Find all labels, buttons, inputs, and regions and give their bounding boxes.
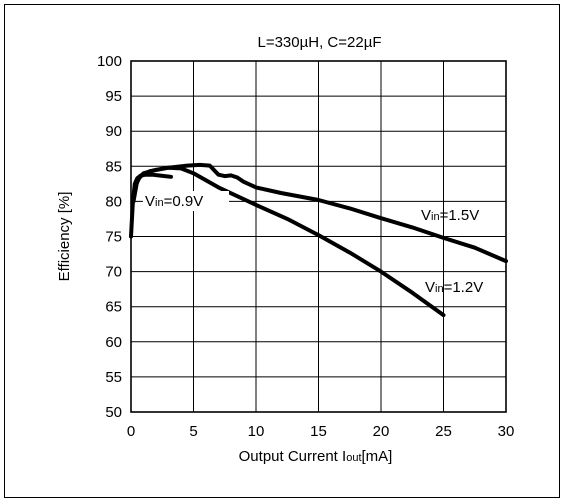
chart-title: L=330µH, C=22µF — [257, 34, 381, 51]
x-tick-label: 0 — [127, 423, 135, 440]
series-label-0: Vin=0.9V — [143, 191, 229, 211]
series-labels: Vin=0.9V Vin=1.2V Vin=1.5V — [143, 191, 483, 296]
y-tick-label: 90 — [105, 123, 122, 140]
x-tick-label: 25 — [435, 423, 452, 440]
y-tick-label: 50 — [105, 404, 122, 421]
tick-labels: 0 5 10 15 20 25 30 50 55 60 65 70 75 80 85 90 95 100 — [97, 53, 514, 440]
series-line-2 — [132, 162, 508, 264]
y-tick-label: 70 — [105, 264, 122, 281]
x-axis-label: Output Current Iout[mA] — [239, 448, 393, 465]
series-label-text: Vin=1.5V — [421, 207, 479, 224]
y-tick-label: 65 — [105, 299, 122, 316]
series-label-1: Vin=1.2V — [425, 279, 483, 296]
x-tick-label: 30 — [498, 423, 515, 440]
y-tick-label: 55 — [105, 369, 122, 386]
x-axis-label-main: Output Current I — [239, 448, 347, 465]
y-tick-label: 100 — [97, 53, 122, 70]
series-label-text: Vin=1.2V — [425, 279, 483, 296]
y-tick-label: 60 — [105, 334, 122, 351]
series-label-background — [143, 191, 229, 211]
y-tick-label: 75 — [105, 229, 122, 246]
chart-frame — [4, 4, 560, 498]
y-axis-label: Efficiency [%] — [56, 192, 73, 282]
y-tick-label: 95 — [105, 88, 122, 105]
series-label-text: Vin=0.9V — [145, 193, 203, 210]
series-lines — [129, 162, 508, 318]
x-tick-label: 10 — [248, 423, 265, 440]
x-axis-label-unit: [mA] — [362, 448, 393, 465]
x-axis-label-sub: out — [346, 452, 361, 464]
x-tick-label: 20 — [373, 423, 390, 440]
series-label-2: Vin=1.5V — [421, 207, 479, 224]
x-tick-label: 15 — [310, 423, 327, 440]
x-tick-label: 5 — [189, 423, 197, 440]
y-tick-label: 85 — [105, 158, 122, 175]
y-tick-label: 80 — [105, 193, 122, 210]
series-line-1 — [131, 165, 446, 318]
